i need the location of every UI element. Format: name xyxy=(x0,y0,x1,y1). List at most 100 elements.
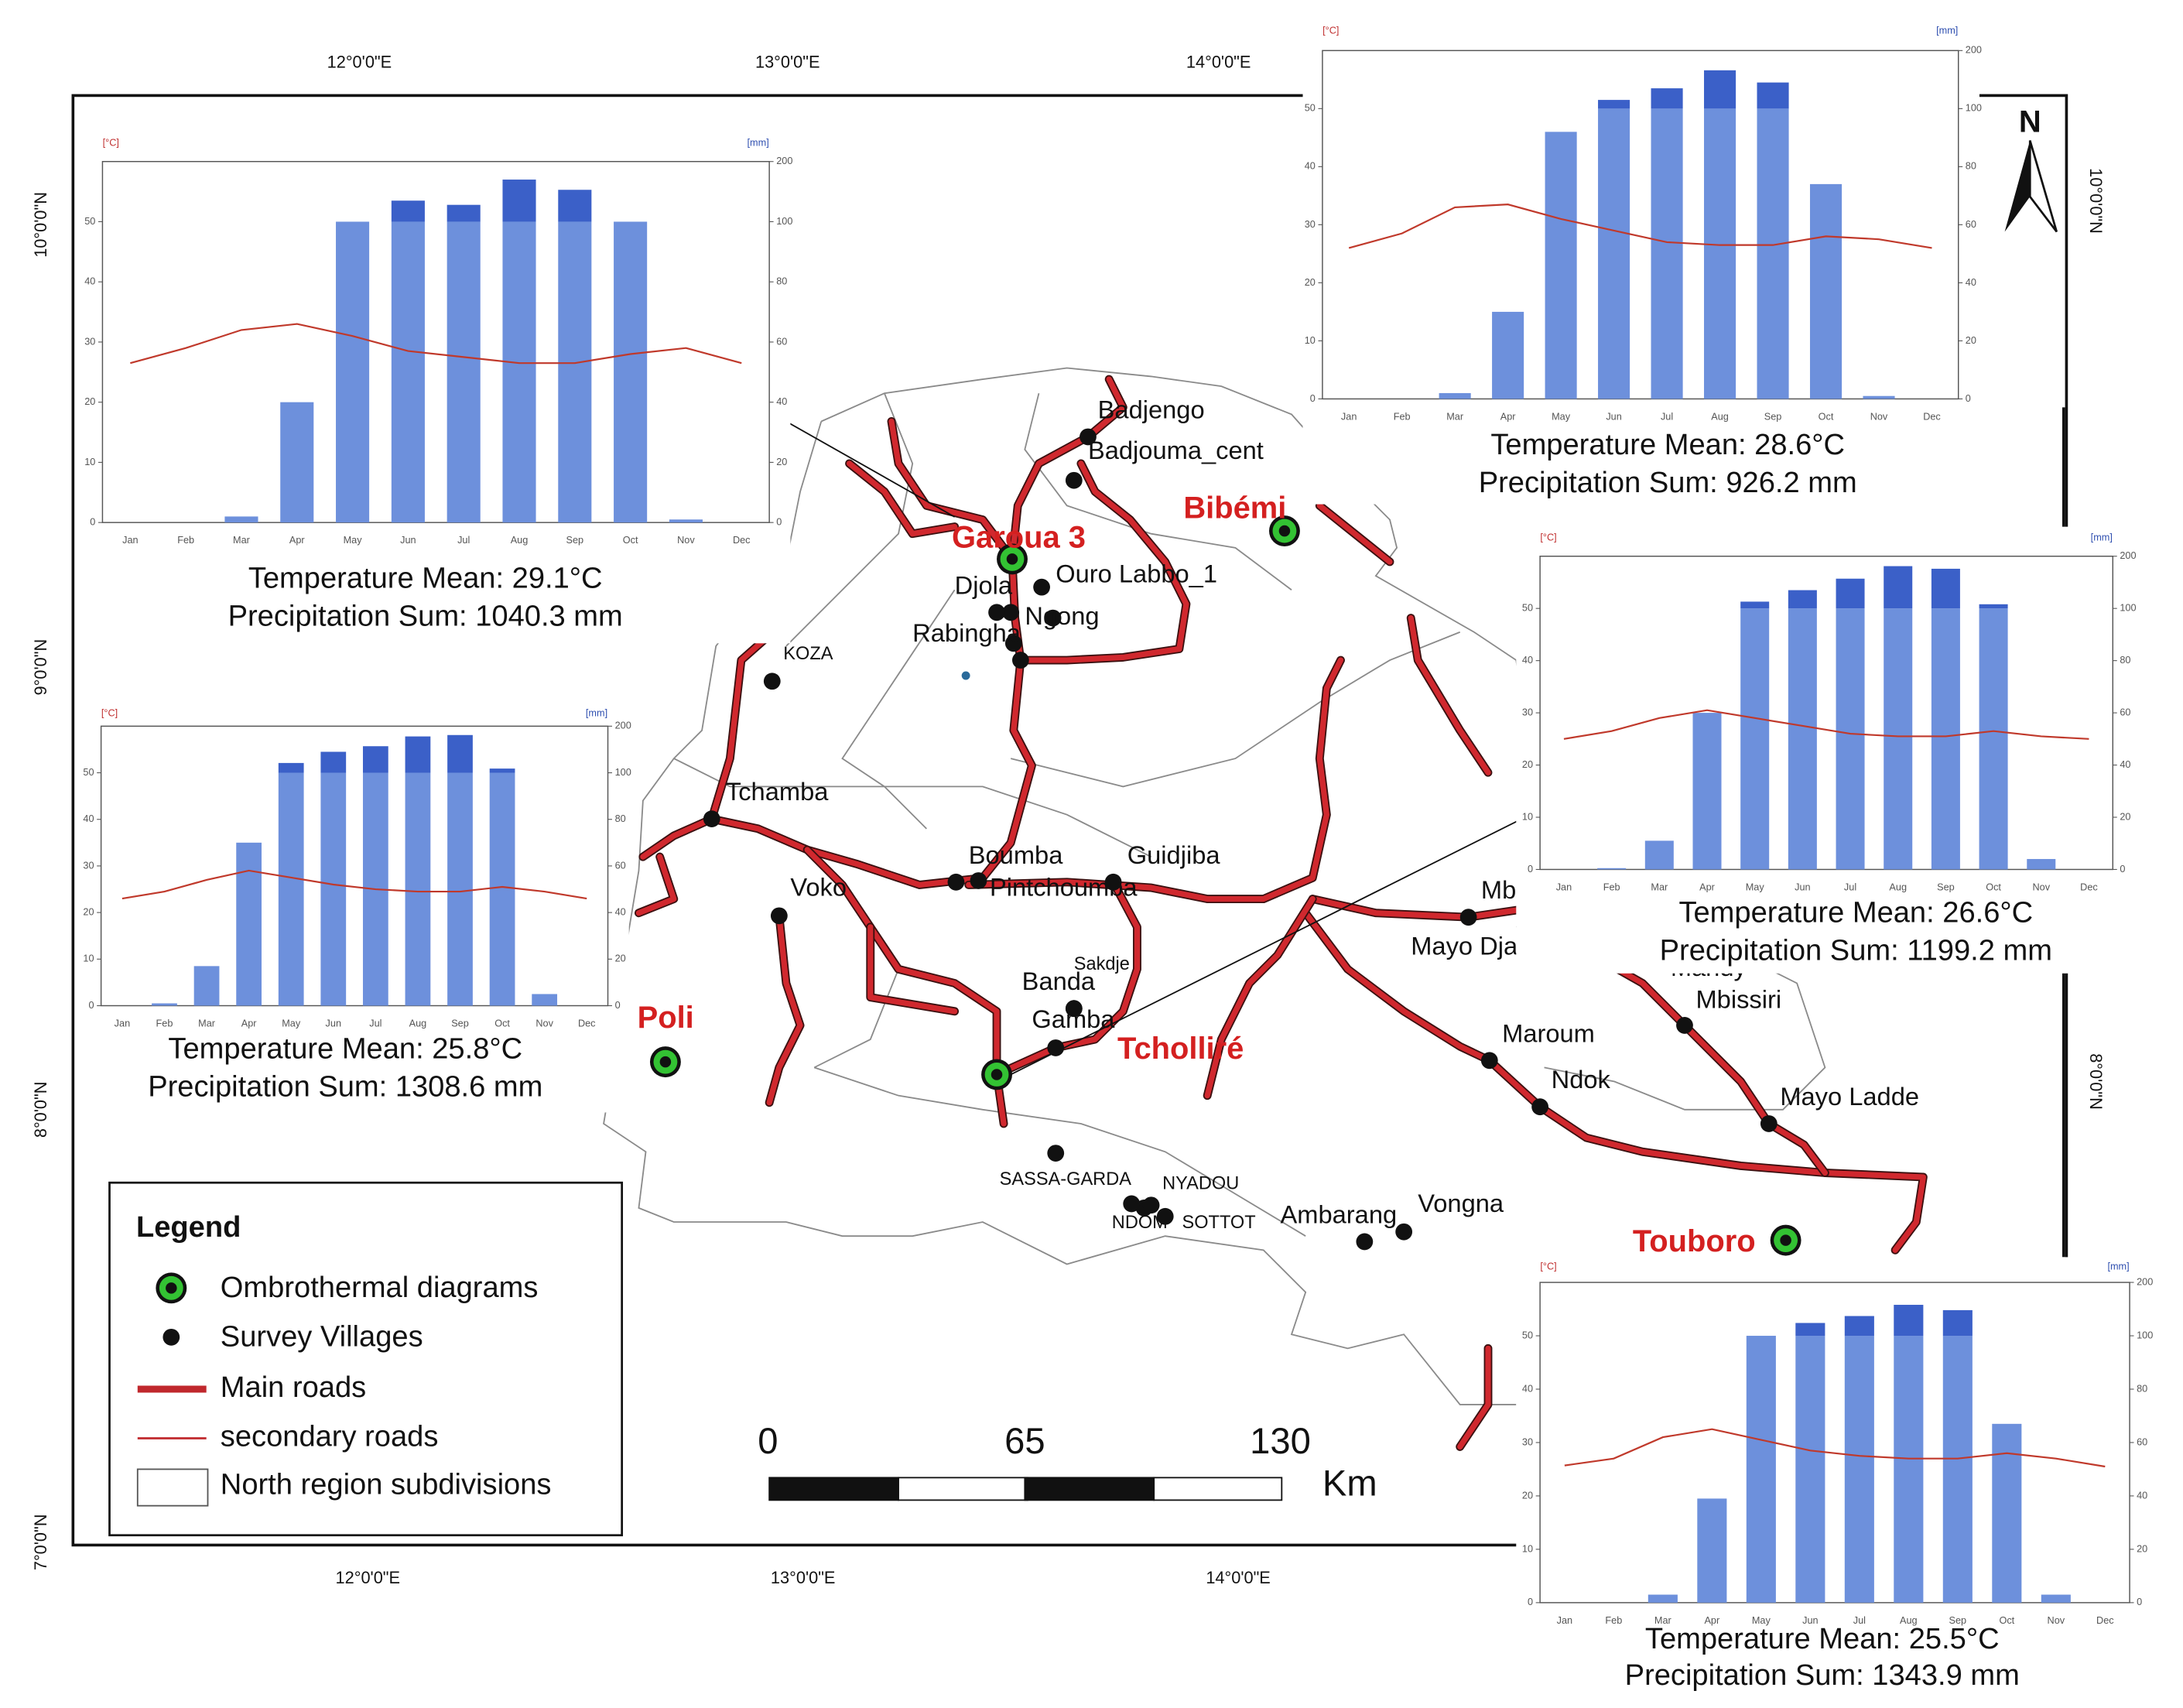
precipitation-bar xyxy=(391,221,425,523)
y2-tick-label: 0 xyxy=(2137,1597,2142,1607)
precipitation-bar xyxy=(1788,608,1817,870)
precipitation-bar xyxy=(1863,395,1895,399)
village-dot xyxy=(1459,909,1477,926)
village-label: Sakdje xyxy=(1074,953,1130,974)
y2-tick-label: 80 xyxy=(1966,161,1976,172)
leader-line xyxy=(785,420,956,518)
y-tick-label: 30 xyxy=(1522,707,1533,717)
village-label: Boumba xyxy=(969,840,1063,869)
x-tick-label: May xyxy=(1552,411,1571,422)
y2-tick-label: 60 xyxy=(2120,707,2130,717)
village-dot xyxy=(1156,1207,1174,1225)
y-tick-label: 0 xyxy=(1310,393,1316,404)
x-tick-label: Mar xyxy=(1651,881,1668,892)
y-tick-label: 50 xyxy=(1305,103,1316,114)
x-tick-label: Oct xyxy=(1999,1615,2014,1626)
x-tick-label: Aug xyxy=(1711,411,1729,422)
x-tick-label: Jul xyxy=(1661,411,1673,422)
x-tick-label: Jun xyxy=(1606,411,1621,422)
village-dot xyxy=(1676,1017,1693,1034)
y-tick-label: 20 xyxy=(1522,759,1533,770)
temperature-line xyxy=(1563,709,2089,740)
precipitation-bar-excess xyxy=(1651,88,1683,109)
y-axis-label: [°C] xyxy=(101,707,118,718)
precipitation-bar xyxy=(2027,858,2056,870)
y2-tick-label: 40 xyxy=(776,396,787,407)
village-label: Badjouma_cent xyxy=(1088,436,1264,464)
y2-tick-label: 20 xyxy=(2120,811,2130,822)
precipitation-bar xyxy=(1492,311,1524,399)
village-dot xyxy=(1104,873,1122,891)
main-road xyxy=(888,418,1015,562)
y-axis-label: [°C] xyxy=(103,137,119,148)
y2-tick-label: 200 xyxy=(776,156,792,166)
y2-tick-label: 100 xyxy=(615,767,631,778)
precipitation-bar xyxy=(558,221,592,523)
x-tick-label: Sep xyxy=(566,535,584,546)
waterbody xyxy=(961,671,970,680)
precipitation-bar xyxy=(669,519,703,523)
village-dot xyxy=(770,907,788,925)
station-marker xyxy=(1006,553,1018,565)
village-dot xyxy=(1012,652,1029,669)
village-dot xyxy=(763,673,781,690)
precipitation-bar-excess xyxy=(1704,70,1736,109)
precipitation-bar xyxy=(336,221,370,523)
x-tick-label: Jan xyxy=(1557,1615,1572,1626)
station-marker xyxy=(166,1282,177,1294)
precipitation-bar xyxy=(224,516,258,523)
legend-label: Ombrothermal diagrams xyxy=(221,1272,539,1304)
station-label: Tcholliré xyxy=(1117,1032,1244,1066)
precipitation-bar xyxy=(1931,608,1960,870)
village-dot xyxy=(1044,609,1062,627)
y2-tick-label: 100 xyxy=(776,216,792,227)
precipitation-bar-excess xyxy=(1740,601,1770,609)
x-tick-label: Nov xyxy=(2032,881,2050,892)
y2-tick-label: 0 xyxy=(2120,864,2125,875)
y2-tick-label: 100 xyxy=(2137,1330,2153,1340)
village-label: Guidjiba xyxy=(1127,840,1221,869)
legend-label: Survey Villages xyxy=(221,1321,423,1354)
y-tick-label: 10 xyxy=(84,457,95,467)
station-label: Poli xyxy=(638,1001,694,1035)
village-label: Voko xyxy=(790,872,847,901)
precipitation-bar-excess xyxy=(1757,82,1789,109)
scale-label: 130 xyxy=(1250,1420,1311,1461)
y2-tick-label: 20 xyxy=(2137,1543,2147,1554)
lon-label: 14°0'0"E xyxy=(1186,52,1251,71)
village-label: Rabingha xyxy=(912,618,1021,647)
village-label: Tchamba xyxy=(726,777,829,806)
y2-tick-label: 40 xyxy=(2137,1490,2147,1501)
y-tick-label: 30 xyxy=(1305,219,1316,230)
village-dot xyxy=(1356,1233,1374,1251)
village-label: Ngong xyxy=(1025,601,1099,630)
y2-tick-label: 40 xyxy=(1966,277,1976,288)
lon-label: 12°0'0"E xyxy=(327,52,392,71)
main-road xyxy=(1408,614,1491,775)
village-label: Banda xyxy=(1022,967,1096,995)
legend-label: North region subdivisions xyxy=(221,1468,552,1501)
y2-tick-label: 60 xyxy=(2137,1436,2147,1447)
legend-label: Main roads xyxy=(221,1371,366,1404)
main-road xyxy=(1316,502,1393,565)
x-tick-label: Mar xyxy=(1654,1615,1672,1626)
ombrothermal-diagram: [°C] [mm] 0 10 20 30 40 50 0 20 40 60 80 100 200 Jan Feb… xyxy=(1516,526,2141,974)
main-road xyxy=(1018,460,1189,663)
main-road xyxy=(1309,895,1519,920)
x-tick-label: Feb xyxy=(1603,881,1620,892)
precipitation-bar xyxy=(278,772,304,1006)
y2-tick-label: 200 xyxy=(615,721,631,731)
main-road xyxy=(635,854,677,916)
x-tick-label: Oct xyxy=(1819,411,1834,422)
precipitation-bar xyxy=(532,994,558,1006)
chart-caption: Precipitation Sum: 926.2 mm xyxy=(1479,467,1857,499)
chart-caption: Precipitation Sum: 1308.6 mm xyxy=(148,1071,542,1104)
precipitation-bar xyxy=(1979,608,2008,870)
precipitation-bar-excess xyxy=(1942,1309,1973,1337)
x-tick-label: Sep xyxy=(1764,411,1782,422)
y-tick-label: 40 xyxy=(1305,161,1316,172)
station-label: Bibémi xyxy=(1183,491,1286,525)
x-tick-label: Aug xyxy=(1900,1615,1918,1626)
x-tick-label: Sep xyxy=(1949,1615,1967,1626)
